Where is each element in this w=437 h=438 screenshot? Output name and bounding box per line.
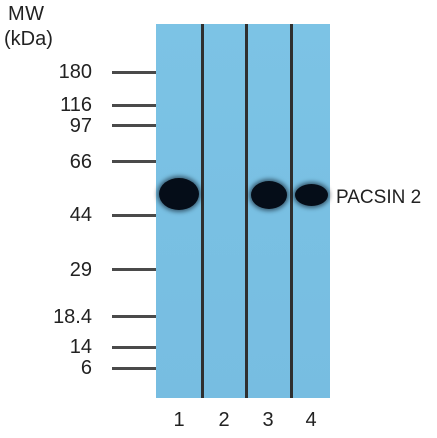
mw-unit-label: (kDa) (4, 29, 53, 49)
marker-label-97: 97 (0, 116, 92, 136)
marker-label-180: 180 (0, 62, 92, 82)
marker-label-6: 6 (0, 358, 92, 378)
lane-3 (248, 24, 290, 398)
lane-number-4: 4 (301, 410, 321, 430)
marker-tick (112, 367, 156, 370)
marker-tick (112, 104, 156, 107)
protein-label: PACSIN 2 (336, 188, 421, 208)
protein-band (251, 181, 287, 209)
marker-tick (112, 124, 156, 127)
protein-band (159, 178, 199, 210)
marker-label-116: 116 (0, 95, 92, 115)
lane-2 (204, 24, 245, 398)
lane-4 (293, 24, 330, 398)
protein-band (295, 184, 328, 206)
marker-label-66: 66 (0, 152, 92, 172)
marker-label-18-4: 18.4 (0, 307, 92, 327)
marker-tick (112, 71, 156, 74)
lane-number-3: 3 (258, 410, 278, 430)
marker-tick (112, 214, 156, 217)
marker-tick (112, 160, 156, 163)
western-blot (156, 24, 330, 398)
lane-1 (156, 24, 201, 398)
marker-tick (112, 315, 156, 318)
marker-label-44: 44 (0, 205, 92, 225)
marker-label-29: 29 (0, 260, 92, 280)
marker-tick (112, 268, 156, 271)
marker-label-14: 14 (0, 337, 92, 357)
marker-tick (112, 346, 156, 349)
lane-number-2: 2 (214, 410, 234, 430)
mw-title: MW (8, 4, 45, 24)
lane-number-1: 1 (169, 410, 189, 430)
